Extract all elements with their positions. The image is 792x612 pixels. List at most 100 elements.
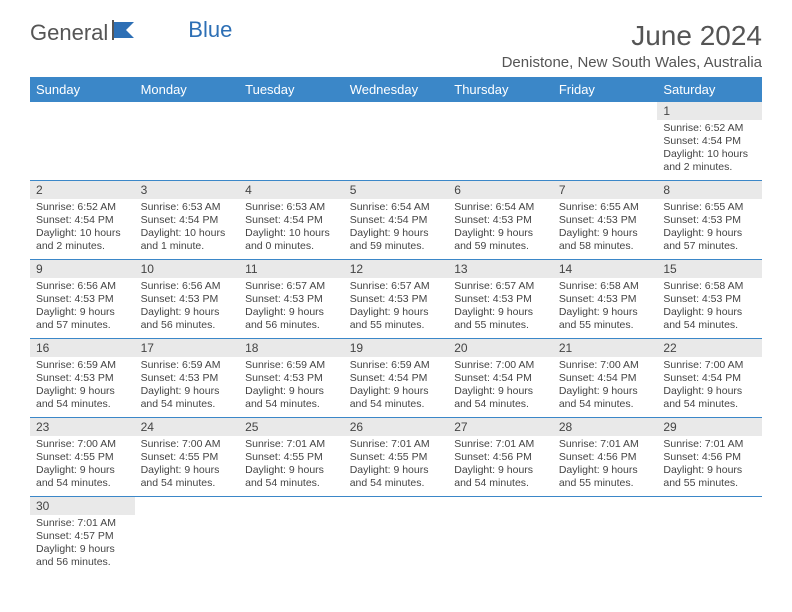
calendar-day-cell: 1Sunrise: 6:52 AMSunset: 4:54 PMDaylight… bbox=[657, 102, 762, 181]
day-number: 24 bbox=[135, 418, 240, 436]
day-info-line: Sunrise: 7:00 AM bbox=[663, 359, 756, 372]
day-info-line: and 55 minutes. bbox=[559, 477, 652, 490]
weekday-header: Friday bbox=[553, 77, 658, 102]
calendar-day-cell: 24Sunrise: 7:00 AMSunset: 4:55 PMDayligh… bbox=[135, 418, 240, 497]
day-info-line: and 57 minutes. bbox=[663, 240, 756, 253]
day-info-line: Daylight: 9 hours bbox=[454, 385, 547, 398]
day-info-line: and 55 minutes. bbox=[559, 319, 652, 332]
day-content: Sunrise: 6:55 AMSunset: 4:53 PMDaylight:… bbox=[657, 199, 762, 258]
day-info-line: Sunrise: 7:01 AM bbox=[245, 438, 338, 451]
day-info-line: Daylight: 10 hours bbox=[245, 227, 338, 240]
day-info-line: Sunset: 4:54 PM bbox=[141, 214, 234, 227]
day-info-line: and 54 minutes. bbox=[350, 477, 443, 490]
day-info-line: Daylight: 9 hours bbox=[663, 385, 756, 398]
day-info-line: Sunset: 4:55 PM bbox=[245, 451, 338, 464]
day-info-line: Sunrise: 6:57 AM bbox=[245, 280, 338, 293]
day-info-line: Sunrise: 6:56 AM bbox=[141, 280, 234, 293]
day-info-line: Sunset: 4:54 PM bbox=[559, 372, 652, 385]
day-info-line: Daylight: 9 hours bbox=[36, 543, 129, 556]
day-number: 3 bbox=[135, 181, 240, 199]
day-number: 18 bbox=[239, 339, 344, 357]
day-info-line: Sunset: 4:56 PM bbox=[559, 451, 652, 464]
calendar-day-cell: 4Sunrise: 6:53 AMSunset: 4:54 PMDaylight… bbox=[239, 181, 344, 260]
day-info-line: and 55 minutes. bbox=[663, 477, 756, 490]
day-content: Sunrise: 7:00 AMSunset: 4:55 PMDaylight:… bbox=[135, 436, 240, 495]
calendar-day-cell: 8Sunrise: 6:55 AMSunset: 4:53 PMDaylight… bbox=[657, 181, 762, 260]
day-content: Sunrise: 6:53 AMSunset: 4:54 PMDaylight:… bbox=[135, 199, 240, 258]
weekday-header: Saturday bbox=[657, 77, 762, 102]
day-info-line: Sunset: 4:53 PM bbox=[245, 372, 338, 385]
day-info-line: and 59 minutes. bbox=[350, 240, 443, 253]
logo: General Blue bbox=[30, 20, 232, 46]
calendar-day-cell: 9Sunrise: 6:56 AMSunset: 4:53 PMDaylight… bbox=[30, 260, 135, 339]
day-info-line: Sunset: 4:53 PM bbox=[36, 293, 129, 306]
day-info-line: Daylight: 10 hours bbox=[141, 227, 234, 240]
day-info-line: Sunrise: 6:58 AM bbox=[663, 280, 756, 293]
day-number: 22 bbox=[657, 339, 762, 357]
calendar-day-cell: 16Sunrise: 6:59 AMSunset: 4:53 PMDayligh… bbox=[30, 339, 135, 418]
logo-text-blue: Blue bbox=[188, 17, 232, 43]
day-info-line: Daylight: 9 hours bbox=[141, 464, 234, 477]
calendar-day-cell bbox=[30, 102, 135, 181]
calendar-day-cell: 13Sunrise: 6:57 AMSunset: 4:53 PMDayligh… bbox=[448, 260, 553, 339]
day-info-line: and 54 minutes. bbox=[559, 398, 652, 411]
day-info-line: Sunset: 4:54 PM bbox=[350, 214, 443, 227]
day-info-line: Daylight: 9 hours bbox=[663, 227, 756, 240]
calendar-day-cell bbox=[553, 497, 658, 576]
day-info-line: Sunset: 4:57 PM bbox=[36, 530, 129, 543]
header: General Blue June 2024 Denistone, New So… bbox=[30, 20, 762, 71]
day-number: 12 bbox=[344, 260, 449, 278]
calendar-day-cell: 29Sunrise: 7:01 AMSunset: 4:56 PMDayligh… bbox=[657, 418, 762, 497]
day-info-line: and 54 minutes. bbox=[663, 319, 756, 332]
day-content: Sunrise: 6:57 AMSunset: 4:53 PMDaylight:… bbox=[344, 278, 449, 337]
day-info-line: Sunset: 4:54 PM bbox=[663, 372, 756, 385]
day-number: 28 bbox=[553, 418, 658, 436]
logo-flag-icon bbox=[112, 20, 140, 46]
calendar-week-row: 16Sunrise: 6:59 AMSunset: 4:53 PMDayligh… bbox=[30, 339, 762, 418]
day-info-line: Daylight: 9 hours bbox=[350, 227, 443, 240]
day-info-line: Sunset: 4:53 PM bbox=[559, 293, 652, 306]
day-info-line: and 54 minutes. bbox=[36, 398, 129, 411]
day-content: Sunrise: 6:55 AMSunset: 4:53 PMDaylight:… bbox=[553, 199, 658, 258]
logo-text-general: General bbox=[30, 20, 108, 46]
day-info-line: Sunset: 4:53 PM bbox=[141, 293, 234, 306]
day-info-line: Sunset: 4:53 PM bbox=[141, 372, 234, 385]
day-info-line: Sunrise: 6:55 AM bbox=[663, 201, 756, 214]
day-number: 11 bbox=[239, 260, 344, 278]
day-info-line: and 56 minutes. bbox=[36, 556, 129, 569]
day-number: 14 bbox=[553, 260, 658, 278]
day-info-line: Daylight: 9 hours bbox=[350, 306, 443, 319]
day-content: Sunrise: 6:59 AMSunset: 4:53 PMDaylight:… bbox=[30, 357, 135, 416]
calendar-week-row: 1Sunrise: 6:52 AMSunset: 4:54 PMDaylight… bbox=[30, 102, 762, 181]
day-content: Sunrise: 6:56 AMSunset: 4:53 PMDaylight:… bbox=[135, 278, 240, 337]
day-info-line: Daylight: 9 hours bbox=[350, 385, 443, 398]
day-number: 4 bbox=[239, 181, 344, 199]
day-info-line: Sunset: 4:53 PM bbox=[36, 372, 129, 385]
day-info-line: Sunrise: 6:59 AM bbox=[245, 359, 338, 372]
day-info-line: Sunset: 4:53 PM bbox=[559, 214, 652, 227]
calendar-week-row: 9Sunrise: 6:56 AMSunset: 4:53 PMDaylight… bbox=[30, 260, 762, 339]
day-info-line: Sunset: 4:53 PM bbox=[245, 293, 338, 306]
day-info-line: Sunset: 4:53 PM bbox=[663, 293, 756, 306]
day-number: 30 bbox=[30, 497, 135, 515]
day-content: Sunrise: 6:57 AMSunset: 4:53 PMDaylight:… bbox=[239, 278, 344, 337]
day-content: Sunrise: 6:58 AMSunset: 4:53 PMDaylight:… bbox=[553, 278, 658, 337]
day-info-line: Daylight: 9 hours bbox=[454, 306, 547, 319]
day-content: Sunrise: 6:56 AMSunset: 4:53 PMDaylight:… bbox=[30, 278, 135, 337]
day-info-line: Daylight: 9 hours bbox=[36, 306, 129, 319]
day-number: 19 bbox=[344, 339, 449, 357]
calendar-day-cell: 5Sunrise: 6:54 AMSunset: 4:54 PMDaylight… bbox=[344, 181, 449, 260]
day-content: Sunrise: 7:01 AMSunset: 4:55 PMDaylight:… bbox=[239, 436, 344, 495]
day-info-line: Daylight: 10 hours bbox=[663, 148, 756, 161]
day-info-line: Sunset: 4:54 PM bbox=[350, 372, 443, 385]
day-info-line: Daylight: 9 hours bbox=[663, 306, 756, 319]
day-content: Sunrise: 7:00 AMSunset: 4:54 PMDaylight:… bbox=[657, 357, 762, 416]
day-info-line: and 2 minutes. bbox=[36, 240, 129, 253]
day-info-line: and 54 minutes. bbox=[454, 477, 547, 490]
title-block: June 2024 Denistone, New South Wales, Au… bbox=[502, 20, 762, 71]
location-text: Denistone, New South Wales, Australia bbox=[502, 54, 762, 71]
day-info-line: and 54 minutes. bbox=[36, 477, 129, 490]
day-info-line: Sunrise: 6:59 AM bbox=[141, 359, 234, 372]
day-content: Sunrise: 6:59 AMSunset: 4:53 PMDaylight:… bbox=[135, 357, 240, 416]
calendar-day-cell bbox=[135, 497, 240, 576]
